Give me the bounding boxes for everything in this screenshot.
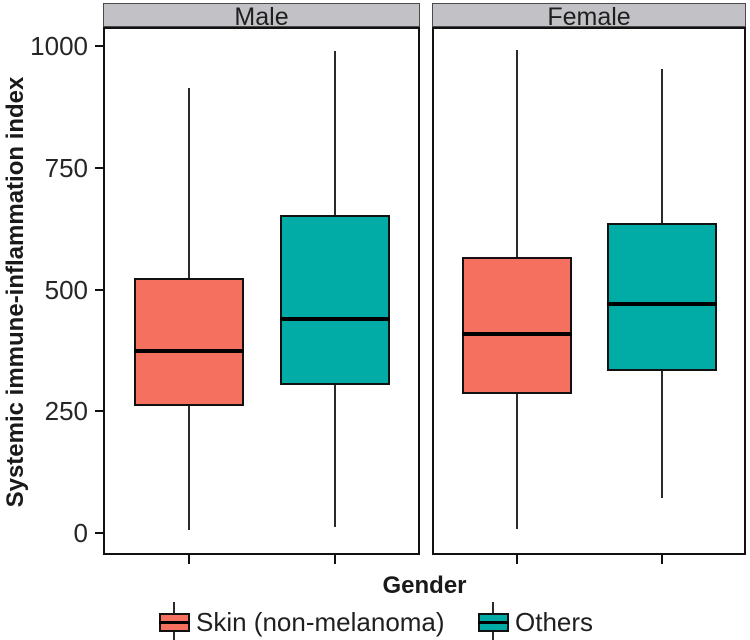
x-axis-tick [660,555,663,564]
boxplot-key-icon [159,601,190,640]
x-axis-tick [334,555,337,564]
legend-label-others: Others [515,606,594,637]
boxplot-median-line [280,316,391,321]
facet-strip: Female [432,3,746,31]
boxplot-box-skin [133,277,244,406]
y-axis-tick-label: 500 [44,274,88,305]
boxplot-median-line [461,331,572,336]
boxplot-median-line [133,348,244,353]
legend-label-skin: Skin (non-melanoma) [196,606,445,637]
y-axis-tick-label: 750 [44,153,88,184]
key-median-line [159,621,190,624]
y-axis-tick-label: 1000 [30,31,88,62]
y-axis-tick [95,532,103,535]
key-median-line [478,621,509,624]
y-axis-tick-label: 250 [44,396,88,427]
facet-strip: Male [103,3,420,31]
y-axis-tick-label: 0 [73,518,88,549]
y-axis-tick [95,45,103,48]
legend: Skin (non-melanoma) Others [0,600,750,640]
x-axis-title: Gender [382,572,467,599]
y-axis-tick [95,167,103,170]
boxplot-box-others [280,214,391,385]
boxplot-median-line [606,301,717,306]
legend-item-skin: Skin (non-melanoma) [159,600,445,640]
boxplot-key-icon [478,601,509,640]
x-axis-tick [515,555,518,564]
facet-strip-label: Female [547,3,631,31]
y-axis-tick [95,288,103,291]
legend-item-others: Others [478,600,593,640]
facet-strip-label: Male [234,3,289,31]
x-axis-tick [187,555,190,564]
y-axis-tick [95,410,103,413]
boxplot-box-others [606,222,717,371]
boxplot-box-skin [461,256,572,394]
